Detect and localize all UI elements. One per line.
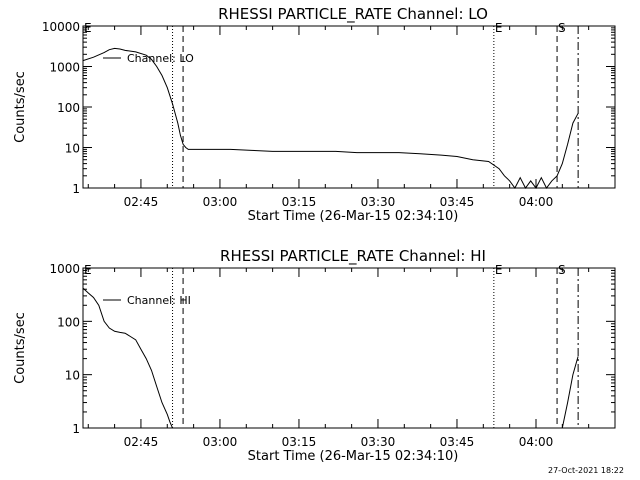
x-tick-label: 03:45 (440, 195, 475, 209)
event-marker-label: E (495, 263, 503, 277)
legend-label: Channel: HI (127, 294, 191, 307)
chart-panel-hi: RHESSI PARTICLE_RATE Channel: HI 02:45 03:… (13, 247, 616, 464)
y-tick-label: 10000 (42, 20, 80, 34)
x-tick-label: 02:45 (124, 195, 159, 209)
x-tick-label: 03:15 (282, 195, 317, 209)
chart-title: RHESSI PARTICLE_RATE Channel: HI (220, 247, 486, 266)
event-marker-label: S (558, 21, 566, 35)
y-tick-label: 10 (65, 369, 80, 383)
series-line-lo (82, 47, 579, 189)
y-tick-label: 100 (57, 315, 80, 329)
x-axis-label: Start Time (26-Mar-15 02:34:10) (248, 209, 459, 224)
chart-title: RHESSI PARTICLE_RATE Channel: LO (218, 5, 488, 24)
y-axis-label: Counts/sec (13, 312, 28, 384)
x-tick-label: 03:00 (203, 435, 238, 449)
chart-panel-lo: RHESSI PARTICLE_RATE Channel: LO 02:45 03:… (13, 5, 616, 224)
event-marker-label: E (84, 263, 92, 277)
x-axis-label: Start Time (26-Mar-15 02:34:10) (248, 449, 459, 464)
y-tick-label: 1000 (49, 262, 80, 276)
x-tick-label: 03:00 (203, 195, 238, 209)
y-tick-label: 100 (57, 101, 80, 115)
x-tick-label: 03:15 (282, 435, 317, 449)
y-tick-label: 10 (65, 142, 80, 156)
plot-frame (82, 25, 616, 189)
series-line-hi (82, 287, 579, 429)
x-tick-label: 03:45 (440, 435, 475, 449)
y-tick-label: 1 (72, 422, 80, 436)
x-tick-label: 03:30 (361, 195, 396, 209)
y-tick-label: 1 (72, 182, 80, 196)
x-tick-label: 02:45 (124, 435, 159, 449)
event-marker-label: E (495, 21, 503, 35)
y-tick-label: 1000 (49, 61, 80, 75)
legend-label: Channel: LO (127, 52, 194, 65)
y-axis-label: Counts/sec (13, 71, 28, 143)
x-tick-label: 04:00 (519, 195, 554, 209)
event-marker-label: S (558, 263, 566, 277)
event-marker-label: E (84, 21, 92, 35)
x-tick-label: 04:00 (519, 435, 554, 449)
footer-timestamp: 27-Oct-2021 18:22 (548, 466, 624, 475)
x-tick-label: 03:30 (361, 435, 396, 449)
